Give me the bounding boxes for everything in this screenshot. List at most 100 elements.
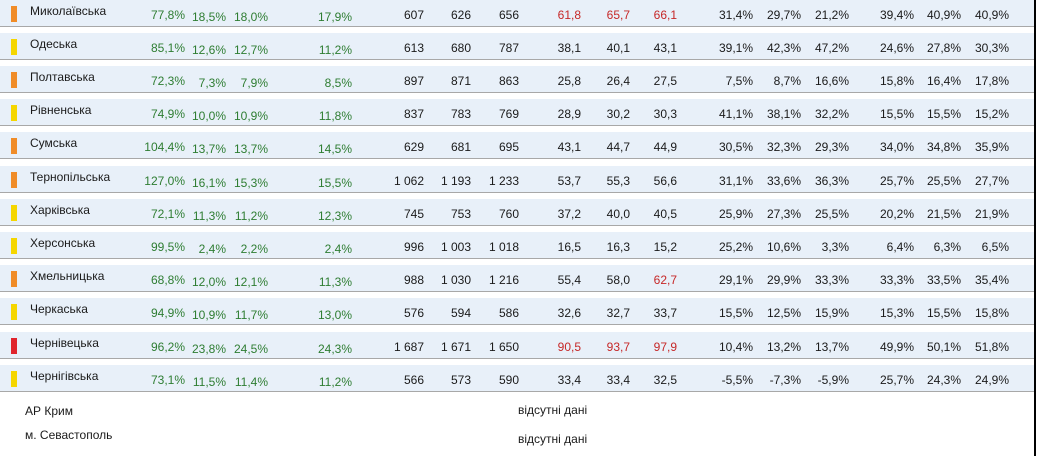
- cell-g2-col: 12,7%: [233, 43, 268, 57]
- cell-v1-col: 576: [403, 306, 424, 320]
- cell-p3-col: 32,2%: [814, 107, 849, 121]
- cell-v3-col: 656: [498, 8, 519, 22]
- cell-p3-col: 3,3%: [821, 240, 849, 254]
- region-risk-marker: [11, 105, 17, 121]
- cell-v1-col: 897: [403, 74, 424, 88]
- region-risk-marker: [11, 271, 17, 287]
- cell-v2-col: 753: [450, 207, 471, 221]
- cell-v2-col: 1 671: [440, 340, 471, 354]
- cell-p2-col: 8,7%: [773, 74, 801, 88]
- cell-v1-col: 629: [403, 140, 424, 154]
- region-risk-marker: [11, 304, 17, 320]
- cell-m2-col: 16,3: [606, 240, 630, 254]
- cell-share-col: 72,1%: [150, 207, 185, 221]
- cell-v1-col: 1 687: [393, 340, 424, 354]
- cell-share-col: 72,3%: [150, 74, 185, 88]
- cell-m3-col: 56,6: [653, 174, 677, 188]
- cell-q1-col: 6,4%: [886, 240, 914, 254]
- cell-share-col: 74,9%: [150, 107, 185, 121]
- cell-g3-col: 11,2%: [318, 43, 352, 57]
- cell-v3-col: 1 650: [488, 340, 519, 354]
- cell-p3-col: -5,9%: [817, 373, 849, 387]
- cell-p3-col: 16,6%: [814, 74, 849, 88]
- region-name: Сумська: [30, 136, 78, 150]
- cell-v3-col: 586: [498, 306, 519, 320]
- cell-share-col: 85,1%: [150, 41, 185, 55]
- table-row: Полтавська 72,3% 7,3% 7,9% 8,5% 897 871 863 25,8…: [0, 66, 1034, 93]
- cell-p2-col: 13,2%: [766, 340, 801, 354]
- table-row: Хмельницька 68,8% 12,0% 12,1% 11,3% 988 1 030 1…: [0, 265, 1034, 292]
- cell-p1-col: 31,4%: [718, 8, 753, 22]
- cell-g2-col: 24,5%: [233, 342, 268, 356]
- cell-m3-col: 66,1: [653, 8, 677, 22]
- cell-m2-col: 30,2: [606, 107, 630, 121]
- cell-q3-col: 24,9%: [974, 373, 1009, 387]
- cell-q3-col: 51,8%: [974, 340, 1009, 354]
- cell-q2-col: 50,1%: [926, 340, 961, 354]
- cell-m3-col: 97,9: [653, 340, 677, 354]
- region-name: Тернопільська: [30, 170, 111, 184]
- table-row: Черкаська 94,9% 10,9% 11,7% 13,0% 576 594 586 32…: [0, 298, 1034, 325]
- cell-q3-col: 35,9%: [974, 140, 1009, 154]
- cell-q1-col: 25,7%: [879, 373, 914, 387]
- cell-g2-col: 2,2%: [240, 242, 268, 256]
- cell-v1-col: 745: [403, 207, 424, 221]
- cell-v2-col: 1 193: [440, 174, 471, 188]
- cell-q3-col: 35,4%: [974, 273, 1009, 287]
- cell-p2-col: 42,3%: [766, 41, 801, 55]
- cell-m2-col: 93,7: [606, 340, 630, 354]
- cell-v3-col: 695: [498, 140, 519, 154]
- cell-p1-col: 10,4%: [718, 340, 753, 354]
- cell-m3-col: 32,5: [653, 373, 677, 387]
- cell-m2-col: 33,4: [606, 373, 630, 387]
- cell-g3-col: 13,0%: [317, 308, 352, 322]
- cell-q1-col: 34,0%: [879, 140, 914, 154]
- cell-p2-col: 33,6%: [766, 174, 801, 188]
- cell-q1-col: 15,3%: [879, 306, 914, 320]
- cell-q3-col: 6,5%: [981, 240, 1009, 254]
- cell-v1-col: 996: [403, 240, 424, 254]
- region-risk-marker: [11, 39, 17, 55]
- cell-m2-col: 32,7: [606, 306, 630, 320]
- cell-q3-col: 21,9%: [974, 207, 1009, 221]
- region-risk-marker: [11, 238, 17, 254]
- region-risk-marker: [11, 138, 17, 154]
- cell-p1-col: 25,9%: [718, 207, 753, 221]
- cell-q2-col: 40,9%: [926, 8, 961, 22]
- cell-g1-col: 7,3%: [198, 76, 226, 90]
- cell-m1-col: 43,1: [557, 140, 581, 154]
- cell-m3-col: 43,1: [653, 41, 677, 55]
- region-name: Полтавська: [30, 70, 95, 84]
- cell-q1-col: 49,9%: [879, 340, 914, 354]
- cell-v3-col: 1 018: [488, 240, 519, 254]
- footer-sevastopol-label: м. Севастополь: [25, 428, 113, 442]
- cell-g3-col: 2,4%: [324, 242, 352, 256]
- cell-p3-col: 25,5%: [814, 207, 849, 221]
- cell-m1-col: 53,7: [557, 174, 581, 188]
- cell-p1-col: 15,5%: [718, 306, 753, 320]
- region-risk-marker: [11, 172, 17, 188]
- cell-q2-col: 15,5%: [926, 306, 961, 320]
- cell-v2-col: 783: [450, 107, 471, 121]
- cell-share-col: 99,5%: [150, 240, 185, 254]
- cell-m1-col: 61,8: [557, 8, 581, 22]
- region-name: Херсонська: [30, 236, 96, 250]
- cell-g3-col: 8,5%: [324, 76, 352, 90]
- cell-share-col: 73,1%: [150, 373, 185, 387]
- cell-m3-col: 33,7: [653, 306, 677, 320]
- cell-q1-col: 33,3%: [879, 273, 914, 287]
- region-name: Хмельницька: [30, 269, 105, 283]
- cell-p3-col: 13,7%: [814, 340, 849, 354]
- cell-m3-col: 44,9: [653, 140, 677, 154]
- cell-q1-col: 20,2%: [879, 207, 914, 221]
- cell-share-col: 68,8%: [150, 273, 185, 287]
- cell-p2-col: 27,3%: [766, 207, 801, 221]
- cell-q3-col: 15,2%: [974, 107, 1009, 121]
- cell-m1-col: 25,8: [557, 74, 581, 88]
- cell-m2-col: 65,7: [606, 8, 630, 22]
- footer-no-data-1: відсутні дані: [518, 403, 588, 417]
- cell-share-col: 127,0%: [144, 174, 185, 188]
- cell-m3-col: 27,5: [653, 74, 677, 88]
- cell-g2-col: 15,3%: [233, 176, 268, 190]
- cell-v1-col: 988: [403, 273, 424, 287]
